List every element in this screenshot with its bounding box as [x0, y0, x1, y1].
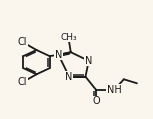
Text: N: N	[55, 50, 62, 60]
Text: CH₃: CH₃	[60, 33, 77, 42]
Text: Cl: Cl	[18, 37, 27, 47]
Text: N: N	[65, 72, 73, 82]
Text: Cl: Cl	[18, 77, 27, 87]
Text: NH: NH	[107, 85, 121, 95]
Text: N: N	[85, 56, 92, 66]
Text: O: O	[92, 96, 100, 106]
